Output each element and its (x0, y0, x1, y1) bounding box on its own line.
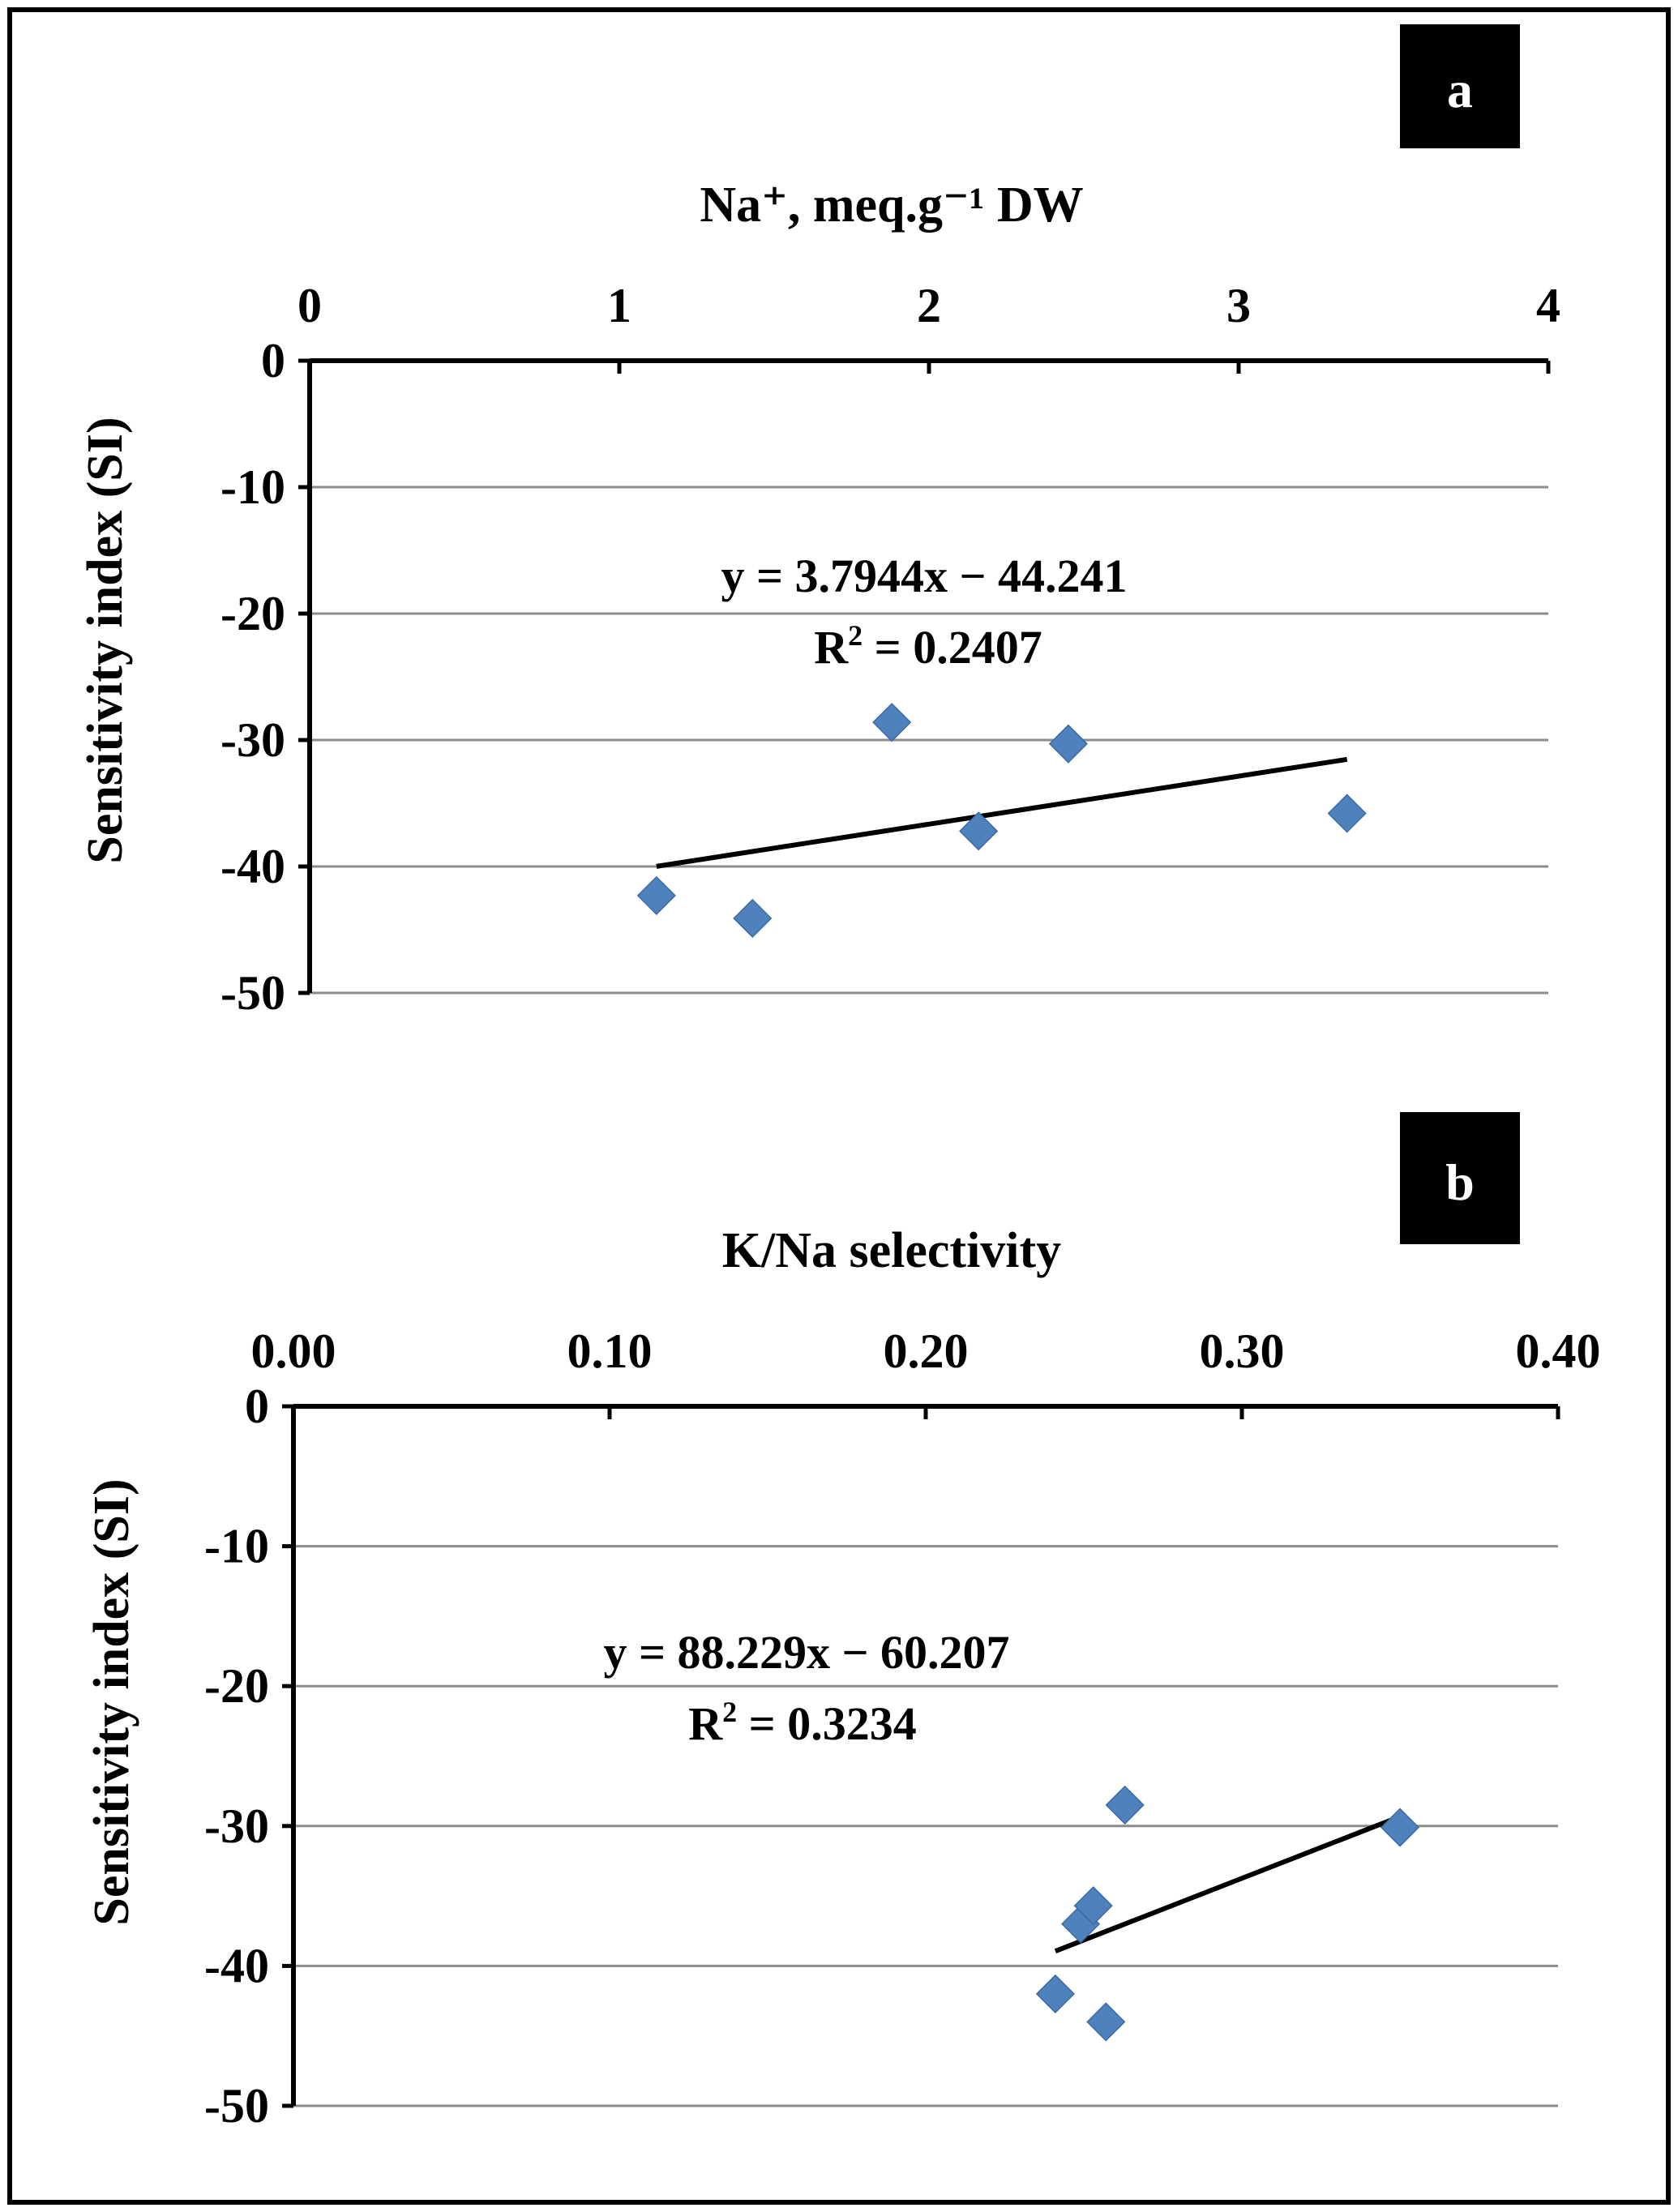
panel-b-x-axis-title: K/Na selectivity (722, 1223, 1061, 1278)
panel-b-x-tick-label: 0.30 (1200, 1324, 1285, 1378)
panel-b-equation: y = 88.229x − 60.207 (603, 1626, 1009, 1679)
panel-b-trendline (1054, 1814, 1402, 1953)
panel-b: b K/Na selectivity Sensitivity index (SI… (84, 1112, 1601, 2133)
panel-b-y-tick-label: 0 (245, 1380, 269, 1433)
panel-a-points (636, 703, 1367, 939)
panel-a-data-point (1048, 724, 1088, 764)
panel-a: a Na⁺, meq.g⁻¹ DW Sensitivity index (SI)… (78, 24, 1560, 1020)
panel-b-y-tick-label: -50 (204, 2079, 269, 2133)
panel-a-x-tick-label: 3 (1226, 279, 1251, 332)
panel-b-data-point (1035, 1974, 1075, 2013)
panel-b-gridlines (293, 1545, 1558, 2107)
panel-a-x-tick-label: 2 (917, 279, 941, 332)
panel-b-y-tick-label: -20 (204, 1659, 269, 1713)
panel-a-data-point (959, 811, 999, 851)
panel-a-gridlines (310, 486, 1548, 995)
panel-a-data-point (872, 703, 912, 742)
panel-a-data-point (636, 875, 676, 915)
panel-a-trendline (656, 756, 1348, 869)
panel-b-y-tick-label: -30 (204, 1799, 269, 1853)
panel-a-equation: y = 3.7944x − 44.241 (721, 550, 1127, 602)
panel-a-x-ticks: 0 1 2 3 4 (298, 279, 1560, 374)
panel-b-label-box (1400, 1112, 1520, 1244)
panel-a-x-tick-label: 4 (1536, 279, 1560, 332)
panel-a-trendline-group (656, 756, 1348, 869)
panel-b-x-tick-label: 0.00 (251, 1324, 336, 1378)
panel-a-x-axis-title: Na⁺, meq.g⁻¹ DW (700, 178, 1083, 233)
panel-a-axes (307, 358, 1548, 993)
panel-a-label-box (1400, 24, 1520, 148)
panel-b-x-tick-label: 0.40 (1516, 1324, 1601, 1378)
panel-b-trendline-group (1054, 1814, 1402, 1953)
panel-b-r-squared: R2 = 0.3234 (688, 1696, 916, 1750)
panel-b-x-tick-label: 0.20 (884, 1324, 969, 1378)
panel-b-data-point (1086, 2002, 1126, 2042)
figure-border (7, 7, 1671, 2205)
panel-a-y-tick-label: -20 (220, 587, 285, 640)
panel-a-y-tick-label: -10 (220, 460, 285, 514)
panel-b-data-point (1073, 1886, 1113, 1926)
panel-b-data-point (1380, 1808, 1420, 1847)
panel-b-axes (291, 1404, 1558, 2106)
panel-a-y-tick-label: -40 (220, 840, 285, 893)
panel-a-label: a (1447, 61, 1473, 118)
panel-a-y-tick-label: 0 (261, 334, 285, 387)
panel-a-y-tick-label: -50 (220, 966, 285, 1020)
panel-a-x-tick-label: 0 (298, 279, 322, 332)
panel-a-data-point (733, 898, 773, 939)
panel-b-data-point (1105, 1785, 1145, 1825)
panel-b-x-tick-label: 0.10 (567, 1324, 653, 1378)
panel-a-y-tick-label: -30 (220, 713, 285, 767)
panel-b-points (1035, 1785, 1420, 2042)
panel-a-data-point (1327, 794, 1367, 833)
panel-b-y-tick-label: -10 (204, 1520, 269, 1573)
panel-a-r-squared: R2 = 0.2407 (814, 619, 1042, 674)
panel-b-label: b (1445, 1153, 1475, 1211)
panel-a-y-ticks: 0 -10 -20 -30 -40 -50 (220, 334, 310, 1020)
panel-b-y-tick-label: -40 (204, 1939, 269, 1992)
panel-a-x-tick-label: 1 (607, 279, 631, 332)
panel-b-y-axis-title: Sensitivity index (SI) (84, 1478, 139, 1925)
panel-b-x-ticks: 0.00 0.10 0.20 0.30 0.40 (251, 1324, 1601, 1419)
panel-a-y-axis-title: Sensitivity index (SI) (78, 417, 133, 863)
